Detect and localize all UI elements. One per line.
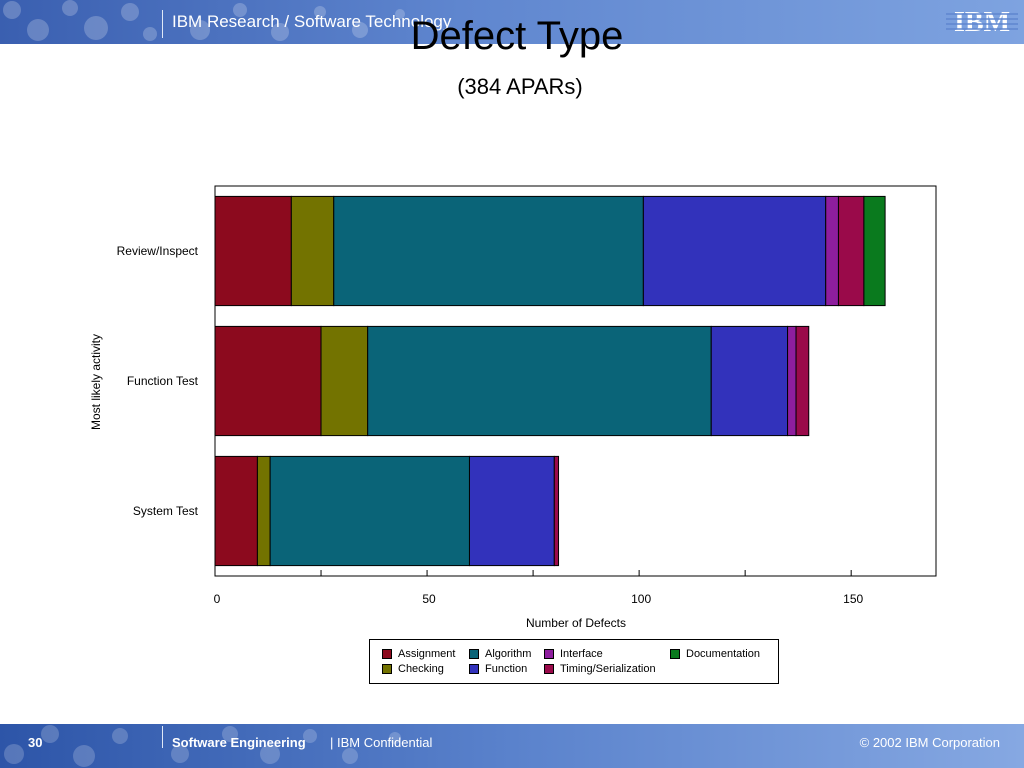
footer-bar: 30 Software Engineering | IBM Confidenti… xyxy=(0,724,1024,768)
legend-swatch xyxy=(469,649,479,659)
slide-number: 30 xyxy=(28,735,43,750)
bar-documentation-review-inspect xyxy=(863,195,886,307)
chart-legend: Assignment Algorithm Interface Documentatio… xyxy=(369,639,779,684)
x-tick-label: 0 xyxy=(214,592,221,606)
svg-text:IBM: IBM xyxy=(954,7,1010,36)
bar-interface-function-test xyxy=(787,325,797,437)
footer-copyright: © 2002 IBM Corporation xyxy=(859,735,1000,750)
slide-title: Defect Type xyxy=(410,14,624,58)
legend-swatch xyxy=(469,664,479,674)
bar-checking-function-test xyxy=(320,325,369,437)
x-axis-label: Number of Defects xyxy=(526,616,626,630)
bar-algorithm-system-test xyxy=(269,455,470,567)
footer-dot-pattern xyxy=(4,725,401,767)
legend-swatch xyxy=(382,664,392,674)
x-tick-label: 150 xyxy=(843,592,863,606)
legend-label: Checking xyxy=(398,663,444,675)
bar-function-function-test xyxy=(710,325,789,437)
footer-divider xyxy=(162,726,163,748)
legend-item: Timing/Serialization xyxy=(544,663,656,675)
bar-checking-system-test xyxy=(256,455,271,567)
x-tick-label: 50 xyxy=(422,592,436,606)
legend-label: Algorithm xyxy=(485,648,532,660)
category-label: System Test xyxy=(133,504,199,518)
legend-label: Interface xyxy=(560,648,603,660)
legend-item: Checking xyxy=(382,663,444,675)
ibm-logo: IBM xyxy=(946,7,1018,36)
bar-assignment-system-test xyxy=(214,455,258,567)
legend-item: Function xyxy=(469,663,527,675)
legend-label: Documentation xyxy=(686,648,760,660)
footer-course: Software Engineering xyxy=(172,735,306,750)
header-bar: IBM Research / Software Technology IBM xyxy=(0,0,1024,44)
footer-company: | IBM Confidential xyxy=(330,735,433,750)
x-tick-label: 100 xyxy=(631,592,651,606)
legend-item: Documentation xyxy=(670,648,760,660)
bar-algorithm-function-test xyxy=(367,325,712,437)
legend-label: Assignment xyxy=(398,648,456,660)
bar-interface-review-inspect xyxy=(825,195,839,307)
legend-swatch xyxy=(544,664,554,674)
bar-function-review-inspect xyxy=(642,195,827,307)
legend-item: Algorithm xyxy=(469,648,531,660)
bar-function-system-test xyxy=(468,455,555,567)
bar-checking-review-inspect xyxy=(290,195,335,307)
bar-assignment-function-test xyxy=(214,325,322,437)
bar-timing-serialization-review-inspect xyxy=(837,195,865,307)
legend-label: Timing/Serialization xyxy=(560,663,656,675)
bar-algorithm-review-inspect xyxy=(333,195,644,307)
category-label: Review/Inspect xyxy=(117,244,199,258)
header-divider xyxy=(162,10,163,38)
y-axis-label: Most likely activity xyxy=(89,334,103,430)
legend-item: Assignment xyxy=(382,648,455,660)
legend-swatch xyxy=(382,649,392,659)
legend-item: Interface xyxy=(544,648,603,660)
bar-timing-serialization-system-test xyxy=(553,455,560,567)
slide-subtitle: (384 APARs) xyxy=(457,74,583,99)
legend-label: Function xyxy=(485,663,528,675)
bar-assignment-review-inspect xyxy=(214,195,292,307)
category-label: Function Test xyxy=(127,374,199,388)
header-dot-pattern xyxy=(3,0,405,41)
header-title: IBM Research / Software Technology xyxy=(172,12,452,31)
legend-swatch xyxy=(544,649,554,659)
bar-timing-serialization-function-test xyxy=(795,325,810,437)
legend-swatch xyxy=(670,649,680,659)
